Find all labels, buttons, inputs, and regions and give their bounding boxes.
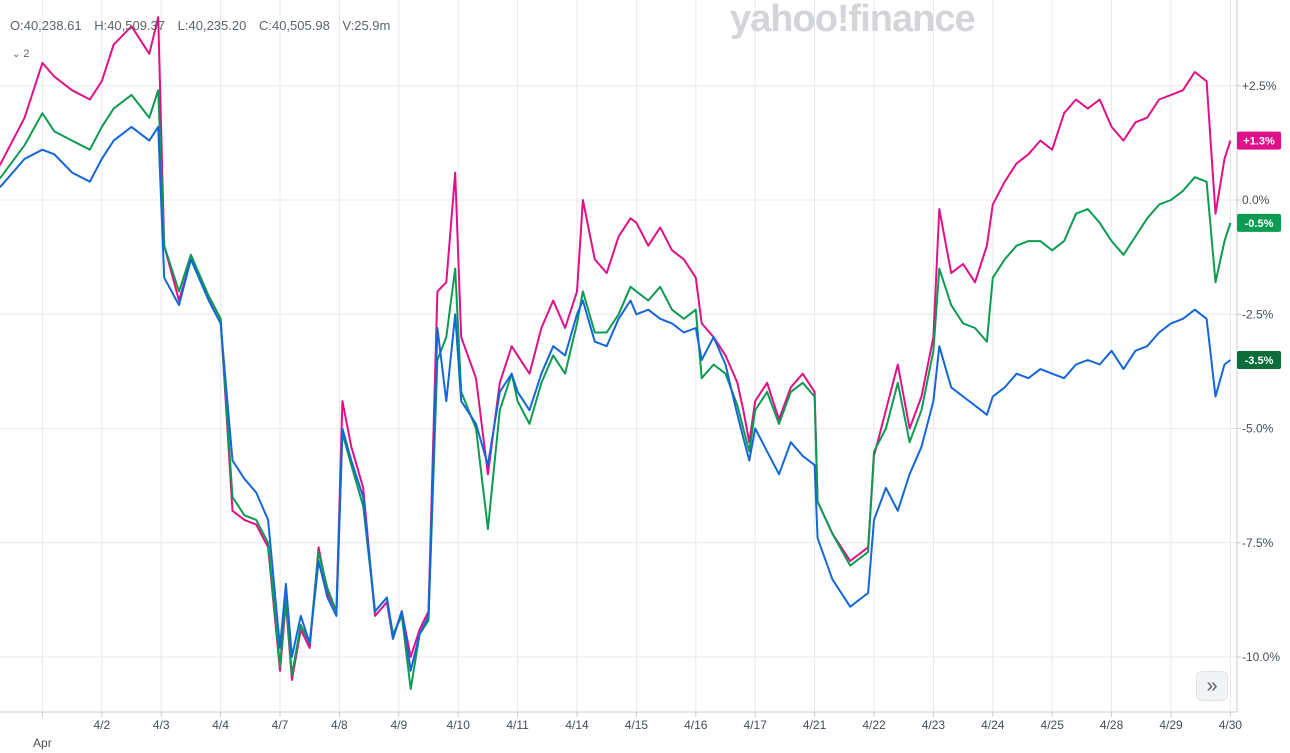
series-end-labels: +1.3% -0.5% -3.5%: [1237, 131, 1281, 369]
chart-series: [0, 16, 1232, 690]
volume-value: V:25.9m: [342, 18, 391, 33]
x-tick-label: 4/23: [922, 718, 946, 732]
chart-grid: [0, 0, 1237, 712]
x-tick-label: 4/30: [1219, 718, 1243, 732]
series-end-badge-3: [1237, 350, 1281, 369]
chevron-down-icon: ⌄: [12, 49, 21, 60]
series-end-badge-2: [1237, 213, 1281, 232]
collapse-indicators-toggle[interactable]: ⌄ 2: [12, 48, 30, 60]
series-end-label-3: -3.5%: [1245, 355, 1274, 367]
x-tick-label: 4/29: [1159, 718, 1183, 732]
y-tick-label: -10.0%: [1242, 650, 1280, 664]
series-line-3: [0, 125, 1232, 672]
x-tick-label: 4/25: [1041, 718, 1065, 732]
low-value: L:40,235.20: [177, 18, 247, 33]
close-value: C:40,505.98: [258, 18, 330, 33]
double-chevron-right-icon: »: [1206, 675, 1218, 697]
x-tick-label: 4/2: [93, 718, 110, 732]
series-end-badge-1: [1237, 131, 1281, 150]
indicator-count: 2: [23, 48, 30, 60]
y-tick-label: -2.5%: [1242, 307, 1274, 321]
yahoo-finance-watermark: yahoo!finance: [730, 0, 976, 40]
x-tick-label: 4/15: [625, 718, 649, 732]
x-axis: 4/2 4/3 4/4 4/7 4/8 4/9 4/10 4/11 4/14 4/15 4/16 4/…: [0, 711, 1243, 750]
x-tick-label: 4/10: [447, 718, 471, 732]
x-tick-label: 4/14: [565, 718, 589, 732]
y-tick-label: -7.5%: [1242, 536, 1274, 550]
x-tick-label: 4/22: [862, 718, 886, 732]
series-end-label-1: +1.3%: [1243, 136, 1275, 148]
x-tick-label: 4/11: [506, 718, 529, 732]
expand-chart-button[interactable]: »: [1196, 671, 1228, 701]
series-line-1: [0, 16, 1232, 681]
ohlc-readout: O:40,238.61 H:40,509.37 L:40,235.20 C:40…: [10, 18, 399, 33]
x-tick-label: 4/3: [153, 718, 170, 732]
x-tick-label: 4/16: [684, 718, 708, 732]
x-tick-label: 4/28: [1100, 718, 1124, 732]
y-tick-label: 0.0%: [1242, 193, 1270, 207]
x-tick-label: 4/24: [981, 718, 1005, 732]
series-line-2: [0, 89, 1232, 690]
x-tick-label: 4/17: [744, 718, 768, 732]
high-value: H:40,509.37: [94, 18, 166, 33]
x-month-label: Apr: [33, 736, 52, 750]
x-tick-label: 4/8: [331, 718, 348, 732]
x-tick-label: 4/4: [212, 718, 229, 732]
x-tick-label: 4/9: [390, 718, 407, 732]
x-tick-label: 4/21: [803, 718, 827, 732]
y-tick-label: +2.5%: [1242, 79, 1277, 93]
series-end-label-2: -0.5%: [1245, 218, 1274, 230]
y-tick-label: -5.0%: [1242, 422, 1274, 436]
x-tick-label: 4/7: [272, 718, 289, 732]
open-value: O:40,238.61: [10, 18, 82, 33]
